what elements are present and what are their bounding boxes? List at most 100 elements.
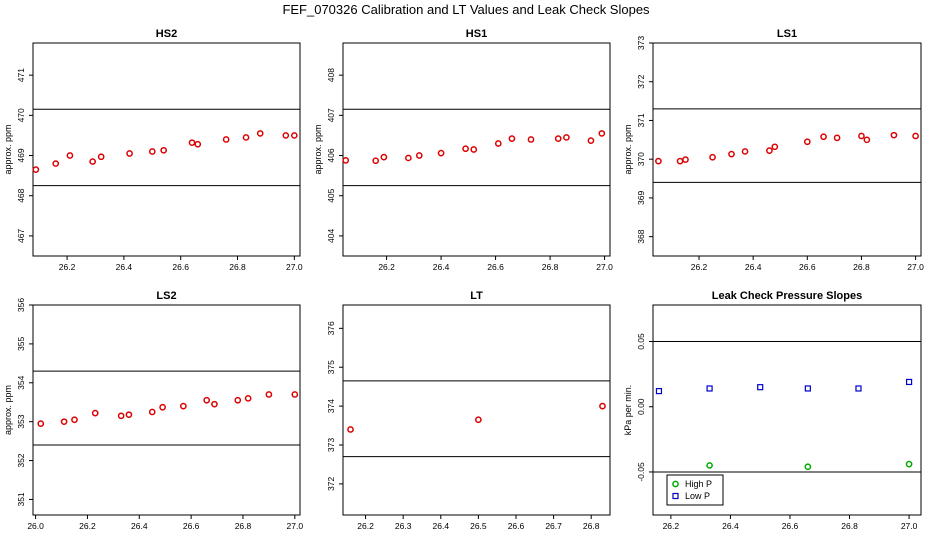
plot-frame <box>652 304 922 516</box>
data-point <box>97 153 105 161</box>
data-point <box>682 156 689 163</box>
y-tick-label: 407 <box>326 108 336 122</box>
data-point <box>766 147 773 155</box>
y-tick-label: 353 <box>16 414 26 428</box>
data-point <box>282 132 290 139</box>
y-tick-label: 355 <box>16 337 26 351</box>
y-tick-label: 467 <box>16 229 26 243</box>
y-tick-label: 376 <box>326 321 336 335</box>
data-point <box>855 385 862 392</box>
data-point <box>52 160 60 167</box>
y-tick-label: 408 <box>326 68 336 82</box>
data-point <box>863 136 871 144</box>
legend-label: Low P <box>685 491 710 501</box>
plot-frame <box>32 304 301 516</box>
x-tick-label: 26.8 <box>841 521 858 531</box>
data-point <box>415 152 423 159</box>
data-point <box>706 462 713 469</box>
y-tick-label: 372 <box>636 74 646 88</box>
x-tick-label: 26.8 <box>235 521 252 531</box>
x-tick-label: 26.2 <box>378 262 395 272</box>
data-point <box>32 166 40 173</box>
y-axis-label: approx. ppm <box>3 124 13 174</box>
x-tick-label: 26.2 <box>691 262 708 272</box>
data-point <box>437 149 445 157</box>
data-point <box>598 130 606 137</box>
data-point <box>71 416 78 424</box>
x-tick-label: 26.2 <box>59 262 76 272</box>
chart-panel-2: HS1 26.2 26.4 26.6 26.8 27.0 404 405 406 407 408 ap… <box>313 28 613 272</box>
data-point <box>757 384 764 391</box>
data-point <box>188 139 196 147</box>
data-point <box>160 146 168 154</box>
x-tick-label: 27.0 <box>907 262 924 272</box>
chart-panel-5: LT 26.2 26.3 26.4 26.5 26.6 26.7 26.8 372 373 374 3… <box>326 290 611 531</box>
data-point <box>508 135 516 142</box>
y-tick-label: 406 <box>326 148 336 162</box>
data-point <box>494 140 502 147</box>
x-tick-label: 27.0 <box>596 262 613 272</box>
data-point <box>475 416 482 424</box>
y-tick-label: 373 <box>636 36 646 50</box>
data-point <box>905 378 913 386</box>
data-point <box>194 140 202 148</box>
data-point <box>709 153 716 161</box>
y-tick-label: 352 <box>16 453 26 467</box>
legend-box <box>666 474 724 506</box>
chart-panel-3: LS1 26.2 26.4 26.6 26.8 27.0 368 369 370 371 372 37… <box>623 28 924 272</box>
data-point <box>380 153 388 161</box>
data-point <box>242 134 250 141</box>
x-tick-label: 26.4 <box>433 521 450 531</box>
data-point <box>179 402 187 410</box>
y-axis-label: approx. ppm <box>3 385 13 435</box>
data-point <box>125 411 133 419</box>
data-point <box>599 402 606 410</box>
data-point <box>117 412 125 420</box>
data-point <box>462 145 469 153</box>
data-point <box>820 133 827 141</box>
data-point <box>126 150 133 157</box>
data-point <box>244 394 252 402</box>
y-tick-label: 371 <box>636 113 646 127</box>
x-tick-label: 26.6 <box>183 521 200 531</box>
x-tick-label: 26.2 <box>79 521 96 531</box>
panel-title: LT <box>470 290 483 302</box>
plot-frame <box>342 304 611 516</box>
x-tick-label: 27.0 <box>901 521 918 531</box>
data-point <box>159 403 166 411</box>
x-tick-label: 26.8 <box>229 262 246 272</box>
x-tick-label: 26.4 <box>433 262 450 272</box>
x-tick-label: 26.7 <box>545 521 562 531</box>
chart-panel-4: LS2 26.0 26.2 26.4 26.6 26.8 27.0 351 352 353 354 3… <box>3 290 303 531</box>
data-point <box>676 157 684 165</box>
data-point <box>148 408 156 416</box>
y-tick-label: 405 <box>326 188 336 202</box>
x-tick-label: 26.4 <box>131 521 148 531</box>
y-tick-label: 0.05 <box>636 333 646 350</box>
data-point <box>890 131 898 139</box>
x-tick-label: 26.4 <box>116 262 133 272</box>
y-tick-label: 370 <box>636 152 646 166</box>
data-point <box>728 150 735 158</box>
y-axis-label: approx. ppm <box>313 124 323 174</box>
plot-frame <box>32 42 301 257</box>
panel-title: HS1 <box>466 28 487 40</box>
plot-frame <box>342 42 611 257</box>
data-point <box>554 135 562 142</box>
data-point <box>470 146 478 153</box>
y-tick-label: 374 <box>326 399 336 413</box>
x-tick-label: 26.6 <box>782 521 799 531</box>
y-tick-label: -0.05 <box>636 462 646 482</box>
panel-title: LS1 <box>777 28 797 40</box>
y-tick-label: 469 <box>16 148 26 162</box>
data-point <box>587 137 595 145</box>
x-tick-label: 26.5 <box>470 521 487 531</box>
data-point <box>148 148 156 155</box>
y-tick-label: 0.00 <box>636 398 646 415</box>
x-tick-label: 27.0 <box>287 521 304 531</box>
x-tick-label: 26.6 <box>487 262 504 272</box>
data-point <box>655 387 663 395</box>
data-point <box>60 418 68 426</box>
figure-title: FEF_070326 Calibration and LT Values and… <box>282 2 650 17</box>
